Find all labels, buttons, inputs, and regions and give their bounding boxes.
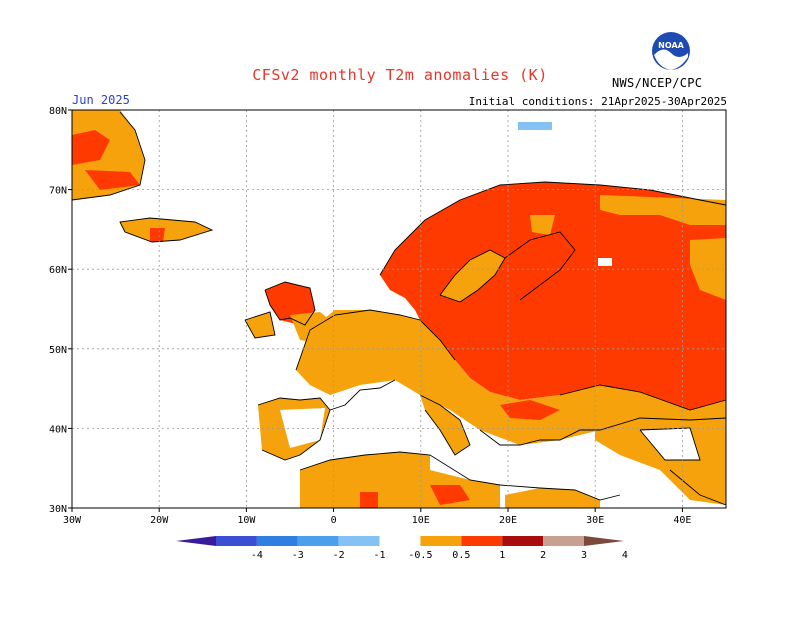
x-tick-label: 0	[331, 515, 337, 526]
noaa-logo-icon: NOAA	[652, 32, 690, 70]
y-tick-label: 30N	[49, 504, 67, 515]
x-tick-label: 20E	[499, 515, 517, 526]
legend-color-box	[543, 536, 584, 546]
color-legend: -4 -3 -2 -1 -0.5 0.5 1 2 3 4	[176, 536, 628, 561]
legend-label: 4	[622, 550, 628, 561]
anomaly-shading	[72, 110, 726, 508]
legend-color-box	[338, 536, 380, 546]
legend-color-box	[379, 536, 421, 546]
x-tick-label: 10W	[237, 515, 256, 526]
forecast-month: Jun 2025	[72, 93, 130, 107]
gridlines	[72, 110, 726, 508]
x-tick-label: 40E	[673, 515, 691, 526]
y-tick-label: 60N	[49, 265, 67, 276]
y-tick-labels: 30N 40N 50N 60N 70N 80N	[49, 106, 72, 515]
agency-label: NWS/NCEP/CPC	[612, 76, 703, 90]
y-tick-label: 40N	[49, 424, 67, 435]
legend-label: -2	[333, 550, 345, 561]
legend-color-box	[297, 536, 339, 546]
noaa-logo-text: NOAA	[658, 41, 684, 50]
x-tick-label: 10E	[412, 515, 430, 526]
legend-color-box	[420, 536, 462, 546]
legend-min-arrow	[176, 536, 216, 546]
x-tick-label: 20W	[150, 515, 169, 526]
legend-label: 1	[499, 550, 505, 561]
legend-label: 2	[540, 550, 546, 561]
legend-max-arrow	[584, 536, 624, 546]
legend-label: 3	[581, 550, 587, 561]
y-tick-label: 80N	[49, 106, 67, 117]
y-tick-label: 70N	[49, 186, 67, 197]
legend-label: -3	[292, 550, 304, 561]
legend-label: -1	[374, 550, 386, 561]
y-tick-label: 50N	[49, 345, 67, 356]
legend-color-box	[216, 536, 257, 546]
x-tick-labels: 30W 20W 10W 0 10E 20E 30E 40E	[63, 508, 691, 526]
legend-color-box	[256, 536, 298, 546]
legend-label: -4	[251, 550, 263, 561]
x-tick-label: 30E	[586, 515, 604, 526]
x-tick-label: 30W	[63, 515, 82, 526]
coastlines	[71, 111, 727, 506]
legend-label: -0.5	[408, 550, 432, 561]
map-frame	[71, 109, 727, 509]
legend-color-box	[461, 536, 503, 546]
map-title: CFSv2 monthly T2m anomalies (K)	[252, 66, 548, 84]
legend-label: 0.5	[452, 550, 470, 561]
legend-color-box	[502, 536, 544, 546]
initial-conditions: Initial conditions: 21Apr2025-30Apr2025	[468, 95, 727, 108]
